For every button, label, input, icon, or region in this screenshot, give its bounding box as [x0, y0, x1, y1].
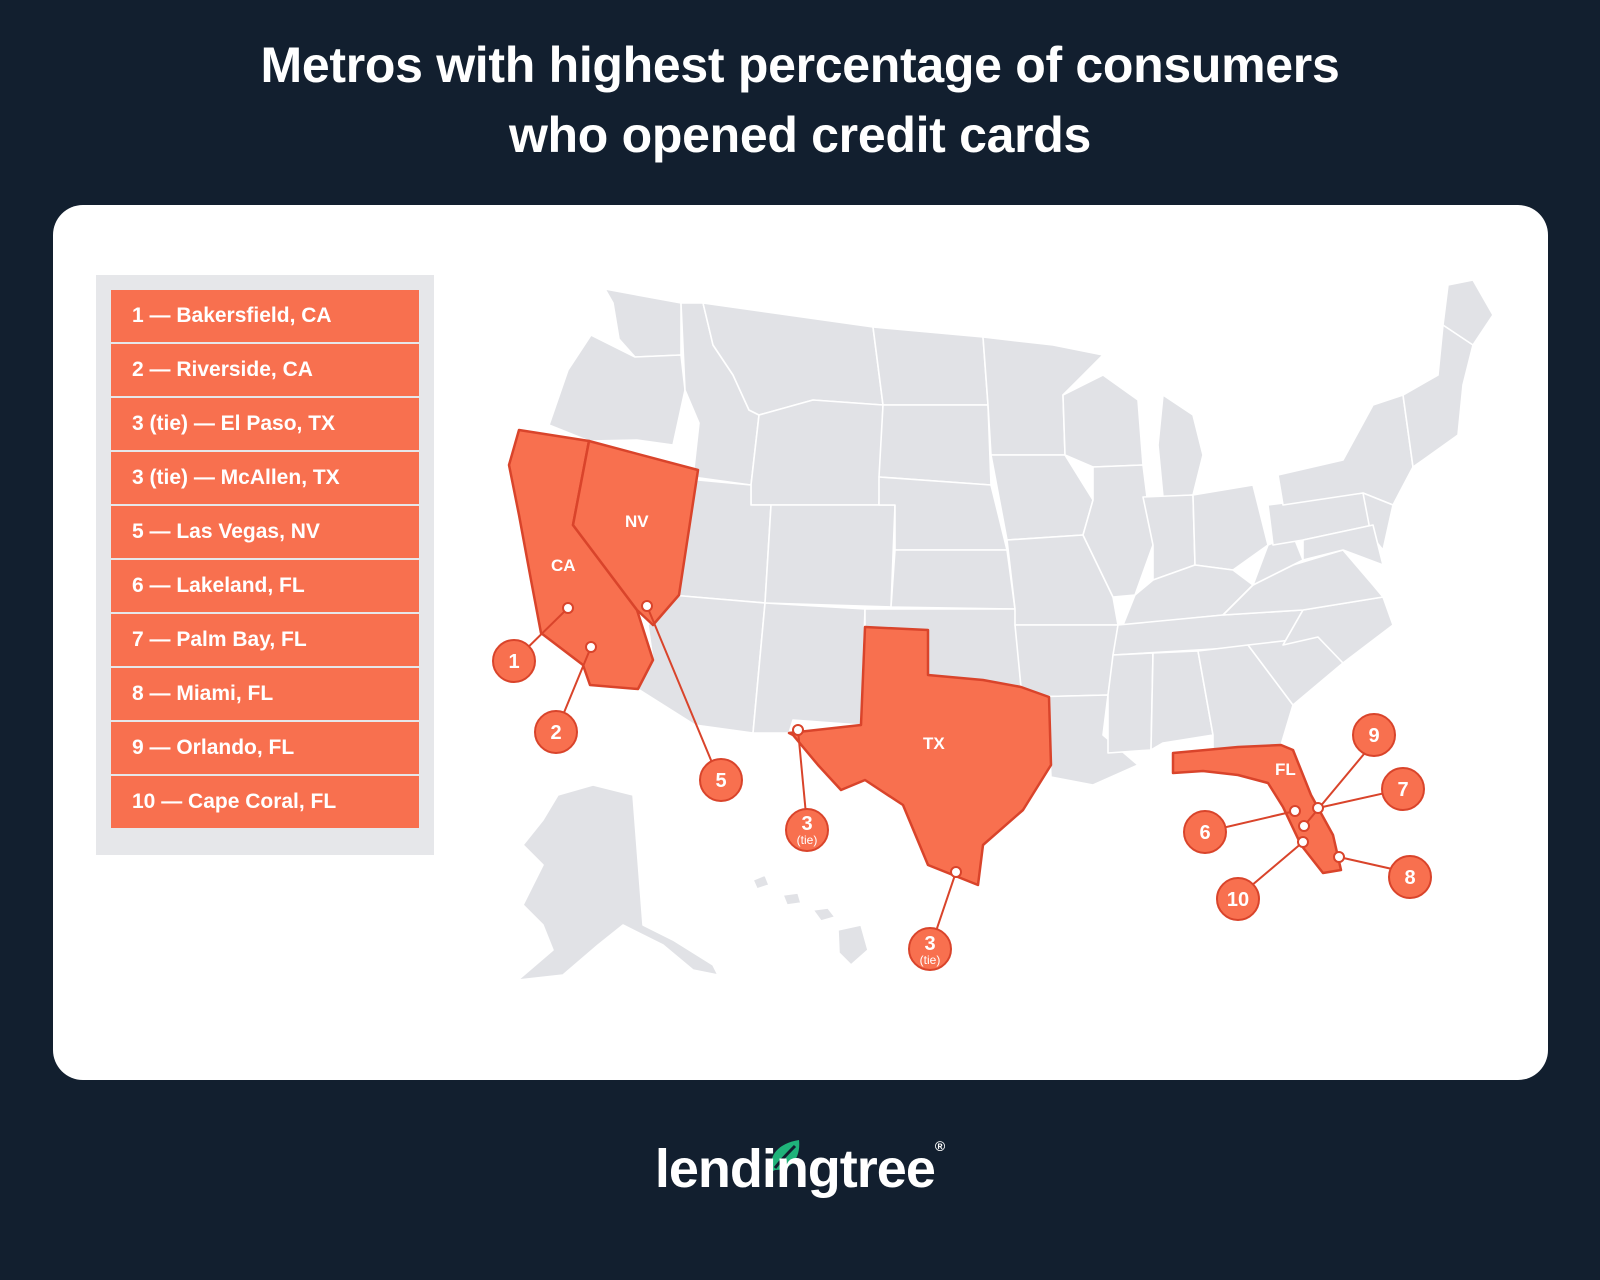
- location-dots: [562, 600, 1345, 878]
- brand-wordmark: lendingtree: [654, 1139, 936, 1199]
- state-wy: [750, 399, 884, 506]
- rank-pin-number: 7: [1397, 779, 1408, 801]
- rank-pin-number: 8: [1404, 867, 1415, 889]
- state-il: [1082, 464, 1154, 598]
- legend-list: 1 — Bakersfield, CA 2 — Riverside, CA 3 …: [111, 290, 419, 830]
- legend-item: 10 — Cape Coral, FL: [111, 776, 419, 828]
- rank-pin: 7: [1381, 767, 1425, 811]
- legend-item: 5 — Las Vegas, NV: [111, 506, 419, 558]
- state-ar: [1014, 624, 1119, 698]
- state-wi: [1062, 374, 1144, 468]
- state-label-ca: CA: [551, 556, 576, 575]
- page-title: Metros with highest percentage of consum…: [0, 30, 1600, 170]
- state-mi: [1157, 394, 1204, 498]
- legend-item: 8 — Miami, FL: [111, 668, 419, 720]
- rank-pin-number: 9: [1368, 725, 1379, 747]
- rank-pin-number: 2: [550, 722, 561, 744]
- state-tx: [787, 625, 1053, 887]
- state-ne: [878, 476, 1008, 551]
- state-label-tx: TX: [923, 734, 945, 753]
- state-ia: [990, 454, 1094, 541]
- location-dot-palm-bay: [1312, 802, 1324, 814]
- legend-item: 2 — Riverside, CA: [111, 344, 419, 396]
- location-dot-miami: [1333, 851, 1345, 863]
- rank-pin-number: 10: [1227, 889, 1249, 911]
- rank-pin-number: 6: [1199, 822, 1210, 844]
- rank-pin: 6: [1183, 810, 1227, 854]
- state-ms: [1107, 652, 1154, 754]
- rank-pin-number: 1: [508, 651, 519, 673]
- legend-item: 3 (tie) — McAllen, TX: [111, 452, 419, 504]
- state-hi: [752, 874, 869, 966]
- location-dot-orlando: [1298, 820, 1310, 832]
- rank-pin: 8: [1388, 855, 1432, 899]
- rank-pin: 9: [1352, 713, 1396, 757]
- location-dot-riverside: [585, 641, 597, 653]
- registered-mark: ®: [934, 1138, 946, 1154]
- state-label-nv: NV: [625, 512, 649, 531]
- us-map: CA NV TX FL: [492, 279, 1494, 981]
- location-dot-bakersfield: [562, 602, 574, 614]
- state-new-england: [1402, 324, 1474, 468]
- location-dot-las-vegas: [641, 600, 653, 612]
- rank-pin: 1: [492, 639, 536, 683]
- state-md: [1302, 524, 1384, 566]
- location-dot-lakeland: [1289, 805, 1301, 817]
- rank-pin-number: 5: [715, 770, 726, 792]
- state-sd: [878, 404, 992, 486]
- state-co: [764, 504, 896, 608]
- legend-item: 7 — Palm Bay, FL: [111, 614, 419, 666]
- leader-line: [1303, 741, 1375, 827]
- state-nd: [872, 326, 989, 406]
- location-dot-cape-coral: [1297, 836, 1309, 848]
- rank-pin: 2: [534, 710, 578, 754]
- rank-pins: 1 2 3 (tie) 3 (tie) 5 6: [492, 639, 1432, 971]
- state-nm: [752, 602, 866, 734]
- rank-pin-tie: (tie): [797, 833, 818, 847]
- rank-pin-number: 3: [924, 933, 935, 955]
- ranking-legend: 1 — Bakersfield, CA 2 — Riverside, CA 3 …: [96, 275, 434, 855]
- other-states: [517, 279, 1494, 981]
- title-line-2: who opened credit cards: [508, 107, 1092, 163]
- rank-pin: 10: [1216, 877, 1260, 921]
- location-dot-el-paso: [792, 724, 804, 736]
- rank-pin-tie: (tie): [920, 953, 941, 967]
- location-dot-mcallen: [950, 866, 962, 878]
- state-ak: [517, 784, 719, 981]
- state-nv: [571, 439, 700, 627]
- legend-item: 1 — Bakersfield, CA: [111, 290, 419, 342]
- highlighted-states: CA NV TX FL: [507, 428, 1343, 887]
- brand-logo: lendingtree®: [0, 1138, 1600, 1200]
- legend-item: 9 — Orlando, FL: [111, 722, 419, 774]
- state-ny: [1277, 394, 1414, 506]
- leaf-icon: [770, 1140, 800, 1172]
- state-label-fl: FL: [1275, 760, 1296, 779]
- state-ks: [890, 549, 1016, 610]
- rank-pin: 3 (tie): [908, 927, 952, 971]
- legend-item: 6 — Lakeland, FL: [111, 560, 419, 612]
- state-fl: [1171, 743, 1343, 875]
- state-wv: [1252, 534, 1304, 586]
- state-oh: [1192, 484, 1269, 571]
- rank-pin-number: 3: [801, 813, 812, 835]
- state-nj: [1362, 492, 1394, 551]
- rank-pin: 3 (tie): [785, 808, 829, 852]
- map-card: 1 — Bakersfield, CA 2 — Riverside, CA 3 …: [53, 205, 1548, 1080]
- state-or: [548, 334, 686, 446]
- title-line-1: Metros with highest percentage of consum…: [260, 37, 1340, 93]
- rank-pin: 5: [699, 758, 743, 802]
- state-me: [1442, 279, 1494, 346]
- legend-item: 3 (tie) — El Paso, TX: [111, 398, 419, 450]
- state-al: [1150, 650, 1214, 751]
- leader-line: [646, 605, 719, 778]
